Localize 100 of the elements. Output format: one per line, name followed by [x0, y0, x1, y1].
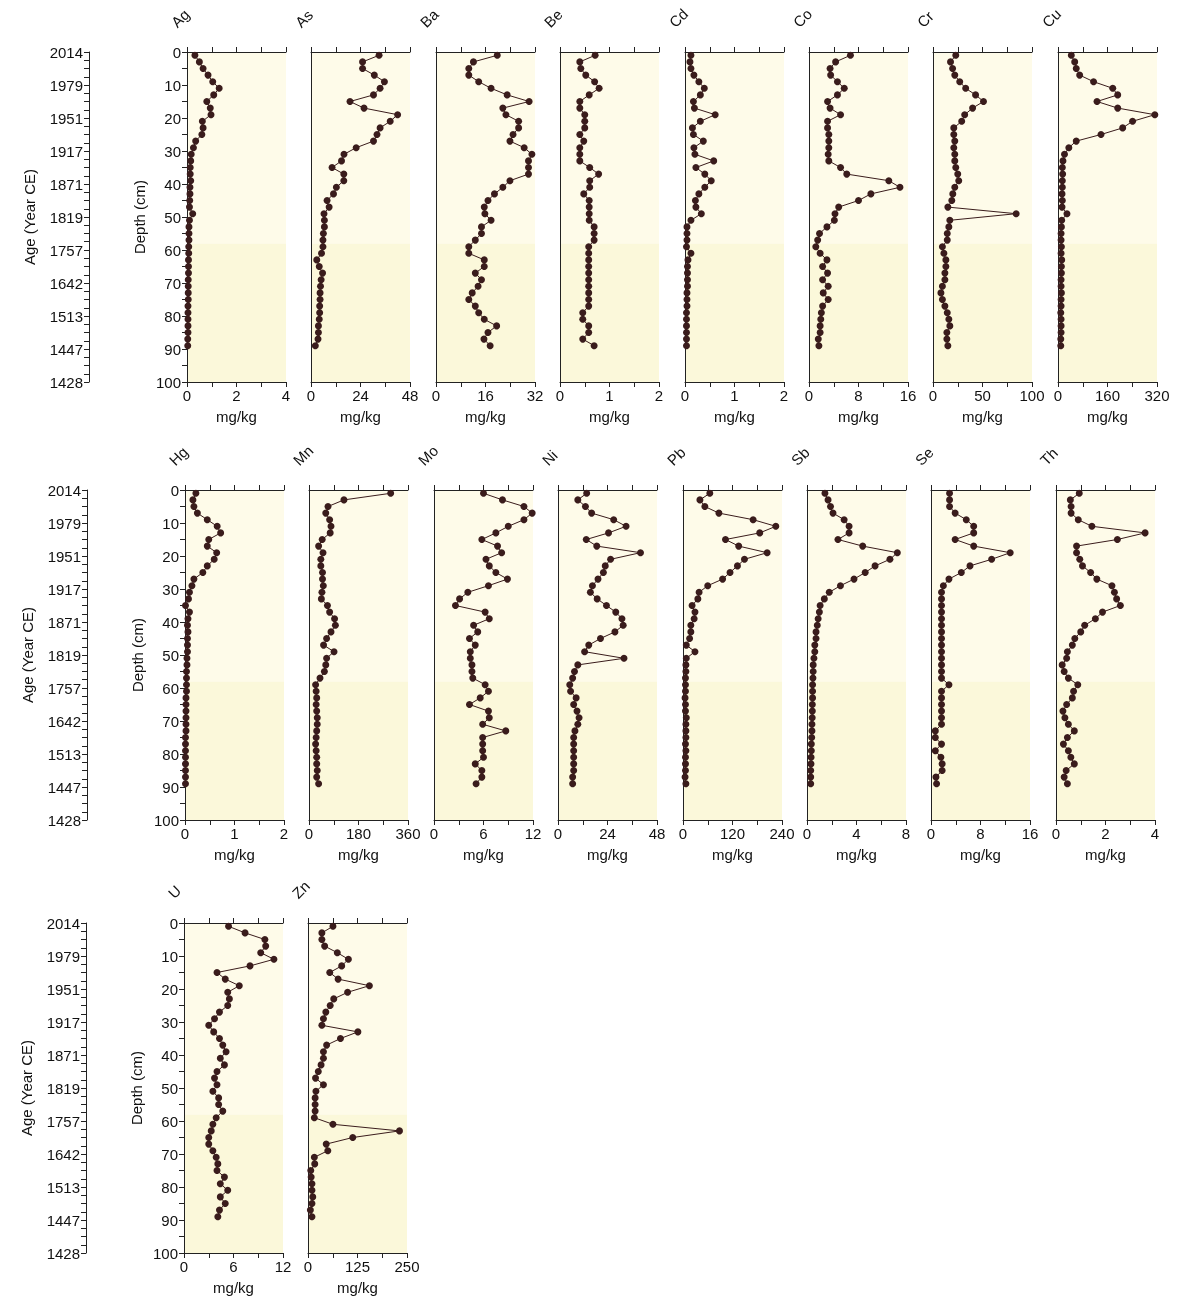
x-axis-title: mg/kg: [340, 408, 382, 425]
text: 1642: [47, 712, 81, 730]
y-tick-label: 60: [162, 679, 179, 697]
x-axis-title: mg/kg: [838, 408, 879, 425]
y-tick-label: 0: [169, 914, 178, 932]
x-tick-label: 0: [431, 387, 440, 404]
y-tick-label: 60: [164, 241, 181, 259]
y-tick-label: 70: [164, 274, 181, 292]
x-axis-title: mg/kg: [213, 1279, 254, 1296]
text: 1447: [46, 1211, 80, 1229]
chart-title: Zn: [289, 877, 314, 902]
x-tick-label: 24: [599, 825, 617, 842]
chart-title: U: [164, 882, 185, 902]
y-tick-label: 70: [162, 712, 179, 730]
x-tick-label: 0: [556, 387, 565, 404]
text: 1428: [47, 811, 81, 829]
x-tick-label: 120: [719, 825, 745, 842]
y-tick-label: 70: [161, 1145, 178, 1163]
x-tick-label: 0: [802, 825, 812, 842]
y-tick-label: 50: [162, 646, 179, 664]
text: 1819: [46, 1079, 80, 1097]
y-tick-label: 90: [161, 1211, 178, 1229]
x-axis-title: mg/kg: [462, 846, 504, 863]
y-tick-label: 20: [164, 109, 181, 127]
chart-title: Pb: [663, 443, 689, 469]
y2-axis-title: Age (Year CE): [21, 168, 38, 266]
x-tick-label: 4: [852, 825, 861, 842]
x-tick-label: 1: [230, 825, 239, 842]
x-tick-label: 0: [927, 825, 936, 842]
text: 1979: [49, 76, 83, 94]
x-tick-label: 250: [394, 1258, 420, 1275]
x-axis-title: mg/kg: [1084, 846, 1126, 863]
text: 1951: [46, 980, 80, 998]
y-tick-label: 10: [164, 76, 181, 94]
y2-axis-title: Age (Year CE): [19, 606, 36, 704]
y-tick-label: 60: [161, 1112, 178, 1130]
text: 1871: [47, 613, 81, 631]
x-tick-label: 240: [769, 825, 795, 842]
x-tick-label: 48: [648, 825, 666, 842]
chart-title: Ba: [416, 5, 442, 31]
y-tick-label: 50: [161, 1079, 178, 1097]
y-tick-label: 30: [161, 1013, 178, 1031]
text: 1428: [49, 373, 83, 391]
text: 2014: [49, 43, 83, 61]
x-tick-label: 1: [729, 387, 739, 404]
text: 1757: [46, 1112, 80, 1130]
chart-title: Sb: [787, 443, 813, 469]
y-axis-title: Depth (cm): [128, 1050, 145, 1126]
y2-axis-title: Age (Year CE): [18, 1039, 35, 1137]
x-axis-title: mg/kg: [337, 1279, 379, 1296]
x-tick-label: 2: [779, 387, 788, 404]
x-tick-label: 0: [1051, 825, 1060, 842]
x-tick-label: 32: [526, 387, 544, 404]
text: 1917: [47, 580, 81, 598]
text: 1819: [49, 208, 83, 226]
chart-title: Cd: [665, 5, 691, 31]
x-tick-label: 50: [974, 387, 992, 404]
x-tick-label: 2: [655, 387, 664, 404]
y-tick-label: 90: [164, 340, 181, 358]
x-tick-label: 100: [1019, 387, 1045, 404]
x-axis-title: mg/kg: [836, 846, 877, 863]
x-axis-title: mg/kg: [711, 846, 753, 863]
x-tick-label: 8: [901, 825, 911, 842]
x-tick-label: 48: [402, 387, 419, 404]
y-tick-label: 10: [162, 514, 179, 532]
x-tick-label: 320: [1144, 387, 1170, 404]
text: 1642: [46, 1145, 80, 1163]
y-tick-label: 80: [161, 1178, 178, 1196]
x-tick-label: 160: [1094, 387, 1120, 404]
x-tick-label: 0: [554, 825, 563, 842]
text: 1513: [49, 307, 83, 325]
x-axis-title: mg/kg: [214, 846, 255, 863]
x-tick-label: 0: [429, 825, 438, 842]
text: 1917: [46, 1013, 80, 1031]
x-axis-title: mg/kg: [960, 846, 1002, 863]
y-tick-label: 90: [162, 778, 179, 796]
x-tick-label: 0: [680, 387, 689, 404]
text: 1447: [49, 340, 83, 358]
x-tick-label: 16: [1022, 825, 1039, 842]
x-axis-title: mg/kg: [713, 408, 755, 425]
x-tick-label: 125: [345, 1258, 371, 1275]
x-tick-label: 0: [1053, 387, 1062, 404]
chart-title: Cr: [914, 7, 938, 31]
chart-title: Be: [540, 5, 566, 31]
chart-title: Hg: [165, 443, 192, 469]
chart-title: Se: [912, 443, 938, 469]
text: 1642: [49, 274, 83, 292]
x-tick-label: 6: [479, 825, 488, 842]
text: 1513: [46, 1178, 80, 1196]
x-tick-label: 16: [476, 387, 494, 404]
chart-title: Mn: [290, 441, 317, 469]
x-tick-label: 12: [524, 825, 542, 842]
y-tick-label: 100: [155, 373, 181, 391]
text: 1757: [49, 241, 83, 259]
y-tick-label: 80: [164, 307, 181, 325]
y-tick-label: 20: [161, 980, 178, 998]
chart-title: Cu: [1038, 5, 1065, 31]
y-tick-label: 10: [161, 947, 178, 965]
x-tick-label: 0: [307, 387, 316, 404]
chart-title: Th: [1036, 444, 1061, 469]
